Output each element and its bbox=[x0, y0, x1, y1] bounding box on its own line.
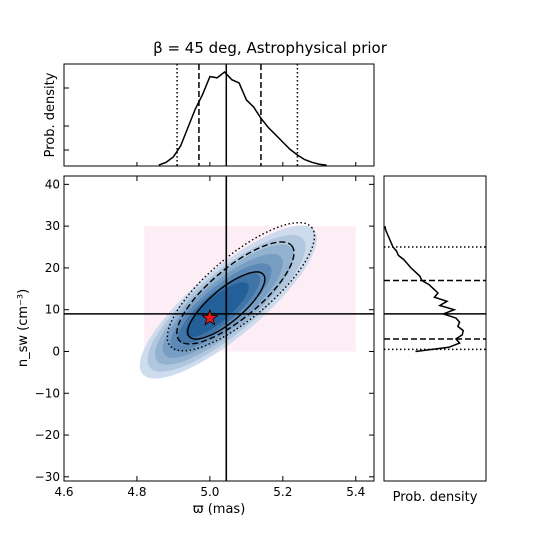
contour-3-sigma bbox=[166, 221, 316, 352]
top-marginal-frame bbox=[63, 63, 375, 167]
y-tick-label: 40 bbox=[45, 177, 60, 191]
x-tick-label: 5.4 bbox=[346, 485, 365, 499]
chart-title: β = 45 deg, Astrophysical prior bbox=[153, 39, 388, 57]
y-tick-label: −30 bbox=[35, 470, 60, 484]
contour-1-sigma bbox=[187, 271, 266, 340]
y-tick-label: 0 bbox=[52, 344, 60, 358]
right-marginal-frame bbox=[383, 175, 487, 482]
y-tick-label: −10 bbox=[35, 386, 60, 400]
x-tick-label: 4.8 bbox=[127, 485, 146, 499]
x-tick-label: 5.2 bbox=[273, 485, 292, 499]
posterior-density bbox=[139, 225, 317, 379]
x-tick-label: 5.0 bbox=[200, 485, 219, 499]
main-panel-frame bbox=[63, 175, 375, 482]
x-tick-label: 4.6 bbox=[54, 485, 73, 499]
top-marginal-curve bbox=[158, 70, 327, 166]
main-panel: 4.6 4.8 5.0 5.2 5.4 −30 −20 −10 0 10 20 30 40 ϖ (mas… bbox=[16, 175, 375, 517]
right-marginal-xlabel: Prob. density bbox=[393, 490, 478, 505]
density-layer bbox=[185, 282, 249, 338]
top-marginal-ylabel: Prob. density bbox=[43, 72, 58, 157]
x-axis-label: ϖ (mas) bbox=[193, 502, 246, 517]
right-marginal-panel: Prob. density bbox=[383, 175, 487, 505]
y-tick-label: 30 bbox=[45, 219, 60, 233]
true-value-star-marker bbox=[201, 308, 219, 326]
right-marginal-curve bbox=[384, 225, 465, 353]
y-tick-label: −20 bbox=[35, 428, 60, 442]
contour-2-sigma bbox=[176, 241, 295, 345]
top-marginal-panel: Prob. density bbox=[43, 63, 375, 167]
y-tick-label: 20 bbox=[45, 261, 60, 275]
y-tick-label: 10 bbox=[45, 303, 60, 317]
y-axis-label: n_sw (cm⁻³) bbox=[16, 289, 31, 367]
